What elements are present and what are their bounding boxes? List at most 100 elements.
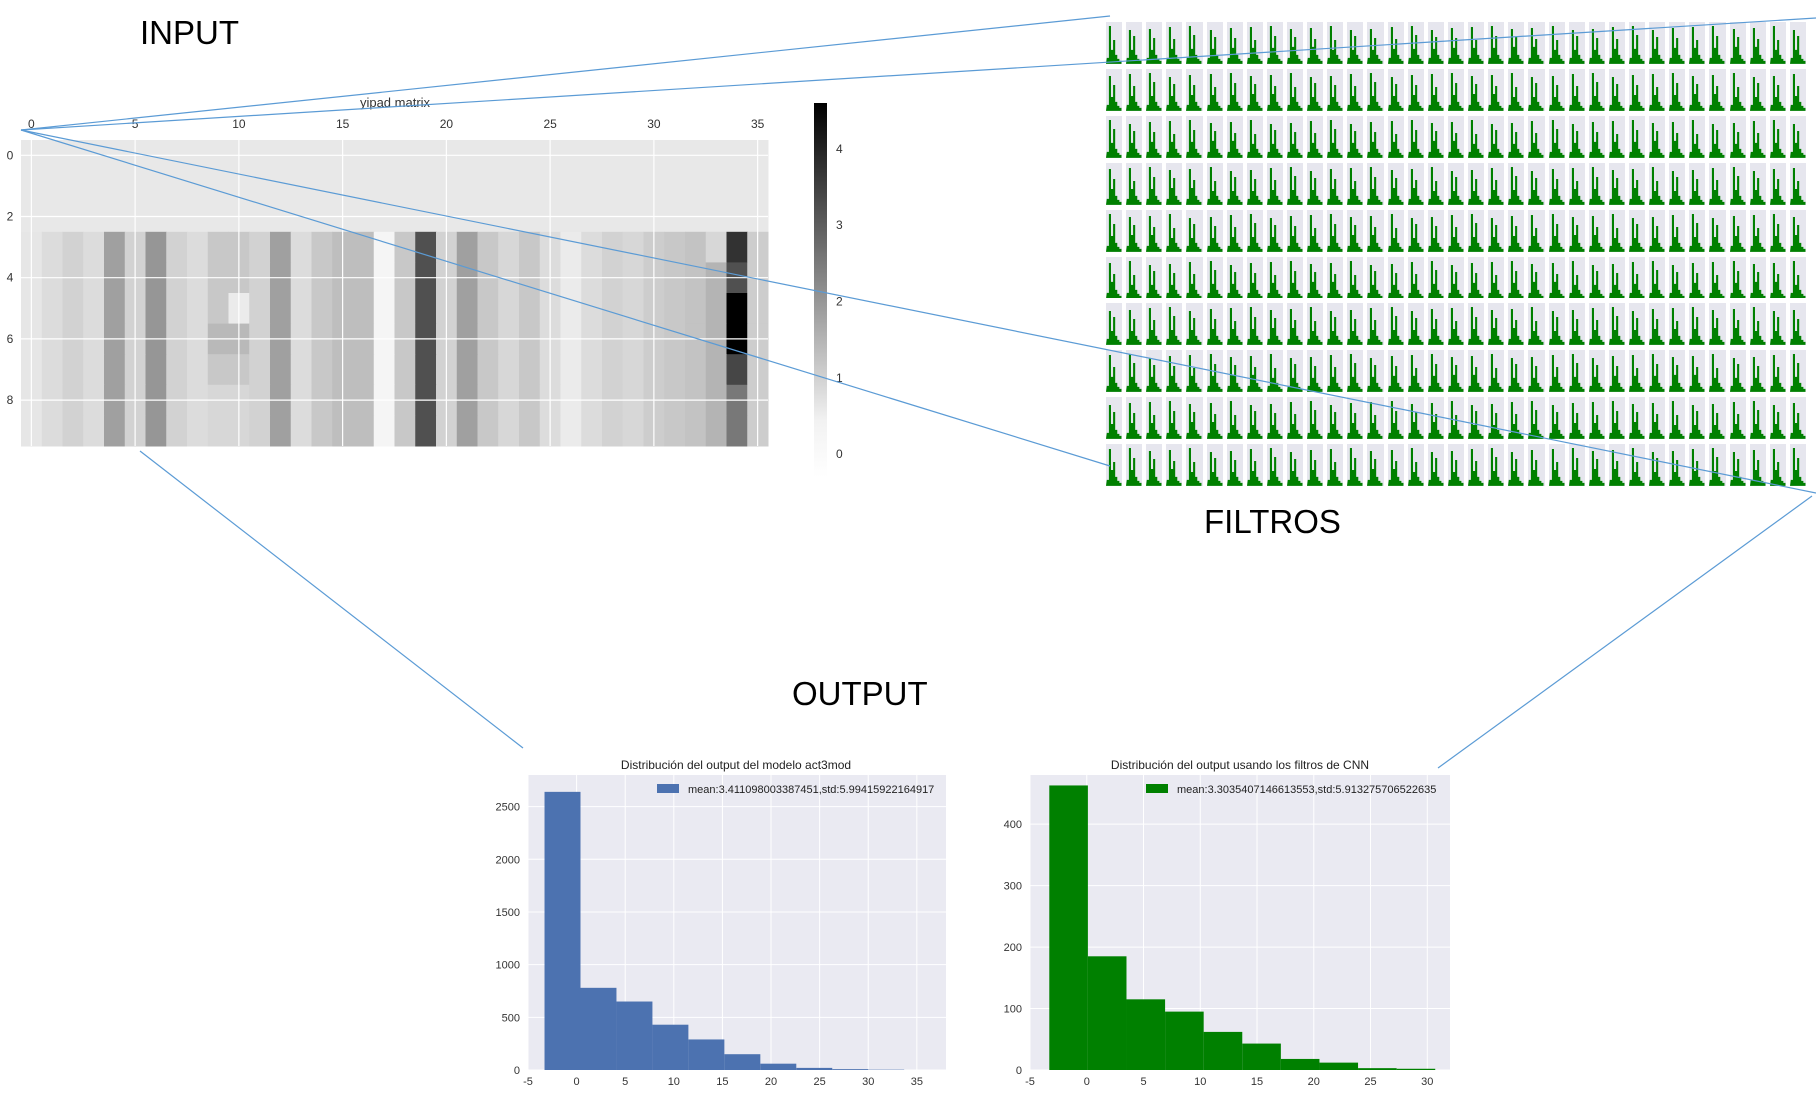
filter-thumbnail xyxy=(1206,162,1223,205)
filter-histogram xyxy=(1427,122,1444,158)
filter-histogram xyxy=(1628,74,1645,111)
filter-histogram xyxy=(1186,448,1202,486)
filter-histogram xyxy=(1166,26,1182,64)
filter-thumbnail xyxy=(1508,444,1525,486)
hist1-x-tick-label: 25 xyxy=(814,1076,826,1088)
filter-thumbnail xyxy=(1468,350,1485,393)
filter-histogram xyxy=(1468,169,1484,205)
filter-thumbnail xyxy=(1769,256,1786,299)
filter-thumbnail xyxy=(1649,350,1666,393)
filter-thumbnail xyxy=(1226,397,1243,440)
filter-histogram xyxy=(1528,357,1544,393)
filter-thumbnail xyxy=(1689,115,1706,158)
heatmap-cell xyxy=(477,293,499,325)
filter-histogram xyxy=(1749,357,1766,393)
hist1-bar xyxy=(652,1024,689,1070)
filter-histogram xyxy=(1488,167,1504,205)
filter-thumbnail xyxy=(1367,397,1384,440)
filter-thumbnail xyxy=(1628,303,1646,346)
hist2-bars xyxy=(1049,785,1436,1070)
filter-thumbnail xyxy=(1468,209,1485,252)
hist2-x-tick-label: 0 xyxy=(1084,1076,1090,1088)
filter-thumbnail xyxy=(1709,397,1726,440)
hist2-bar xyxy=(1242,1043,1281,1070)
heatmap-cell xyxy=(685,354,707,386)
filter-thumbnail xyxy=(1307,303,1324,346)
hist2-x-tick-label: 20 xyxy=(1308,1076,1320,1088)
heatmap-x-tick-label: 0 xyxy=(28,117,35,131)
hist1-legend-swatch xyxy=(657,784,679,793)
filter-histogram xyxy=(1447,308,1464,346)
filter-thumbnail xyxy=(1669,22,1686,64)
heatmap-cell xyxy=(394,231,416,263)
filter-histogram xyxy=(1146,28,1162,64)
filter-histogram xyxy=(1488,404,1504,440)
filter-histogram xyxy=(1146,166,1162,205)
filter-histogram xyxy=(1206,122,1223,158)
filter-histogram xyxy=(1166,356,1182,393)
filter-histogram xyxy=(1347,310,1363,346)
filter-histogram xyxy=(1628,261,1645,299)
hist1-bar xyxy=(724,1054,761,1070)
heatmap-cell xyxy=(166,231,188,263)
filter-histogram xyxy=(1508,28,1524,64)
heatmap-x-tick-label: 20 xyxy=(440,117,454,131)
filter-histogram xyxy=(1166,213,1182,252)
filter-histogram xyxy=(1166,401,1182,440)
filter-thumbnail xyxy=(1407,209,1424,252)
filter-thumbnail xyxy=(1246,350,1263,393)
filter-thumbnail xyxy=(1608,209,1625,252)
heatmap-cell xyxy=(290,415,312,447)
filter-histogram xyxy=(1246,405,1263,440)
filter-histogram xyxy=(1488,448,1504,486)
heatmap-cell xyxy=(373,415,395,447)
filter-histogram xyxy=(1447,27,1464,64)
filter-thumbnail xyxy=(1226,256,1243,299)
filter-thumbnail xyxy=(1608,444,1625,486)
filter-histogram xyxy=(1588,308,1605,346)
hist2-y-tick-label: 100 xyxy=(1004,1004,1022,1016)
filter-histogram xyxy=(1287,28,1303,64)
filter-histogram xyxy=(1226,170,1243,205)
filter-histogram xyxy=(1669,401,1685,440)
heatmap-cell xyxy=(622,231,644,263)
filter-thumbnail xyxy=(1246,256,1263,299)
colorbar-tick-label: 0 xyxy=(836,447,843,461)
filter-thumbnail xyxy=(1649,115,1666,158)
filter-thumbnail xyxy=(1628,22,1646,64)
filter-thumbnail xyxy=(1548,256,1565,299)
heatmap-x-tick-label: 35 xyxy=(751,117,765,131)
filter-histogram xyxy=(1508,402,1524,440)
filter-thumbnail xyxy=(1126,350,1143,393)
filter-thumbnail xyxy=(1628,397,1646,440)
heatmap-cell xyxy=(145,170,167,202)
heatmap-cell xyxy=(394,415,416,447)
output-section-title: OUTPUT xyxy=(792,675,928,712)
heatmap-cell xyxy=(290,231,312,263)
filter-thumbnail xyxy=(1568,397,1585,440)
filter-thumbnail xyxy=(1146,444,1163,486)
heatmap-cell xyxy=(62,415,84,447)
filter-thumbnail xyxy=(1367,350,1384,393)
hist2-x-tick-label: 15 xyxy=(1251,1076,1263,1088)
filter-thumbnail xyxy=(1287,303,1304,346)
filter-histogram xyxy=(1206,452,1223,486)
filter-histogram xyxy=(1628,217,1645,252)
heatmap-cell xyxy=(581,354,603,386)
filter-thumbnail xyxy=(1327,68,1344,111)
filter-histogram xyxy=(1226,264,1243,299)
filter-histogram xyxy=(1206,216,1223,252)
filter-thumbnail xyxy=(1126,22,1143,64)
filter-thumbnail xyxy=(1427,68,1444,111)
filter-histogram xyxy=(1628,168,1645,205)
filter-histogram xyxy=(1789,448,1806,486)
filter-thumbnail xyxy=(1568,115,1585,158)
filter-thumbnail xyxy=(1649,22,1666,64)
hist1-plot-area xyxy=(528,775,946,1070)
filter-histogram xyxy=(1789,260,1806,299)
heatmap-x-tick-label: 5 xyxy=(132,117,139,131)
heatmap-cell xyxy=(62,293,84,325)
filter-histogram xyxy=(1287,309,1303,346)
filter-thumbnail xyxy=(1427,115,1444,158)
filter-thumbnail xyxy=(1106,444,1123,486)
